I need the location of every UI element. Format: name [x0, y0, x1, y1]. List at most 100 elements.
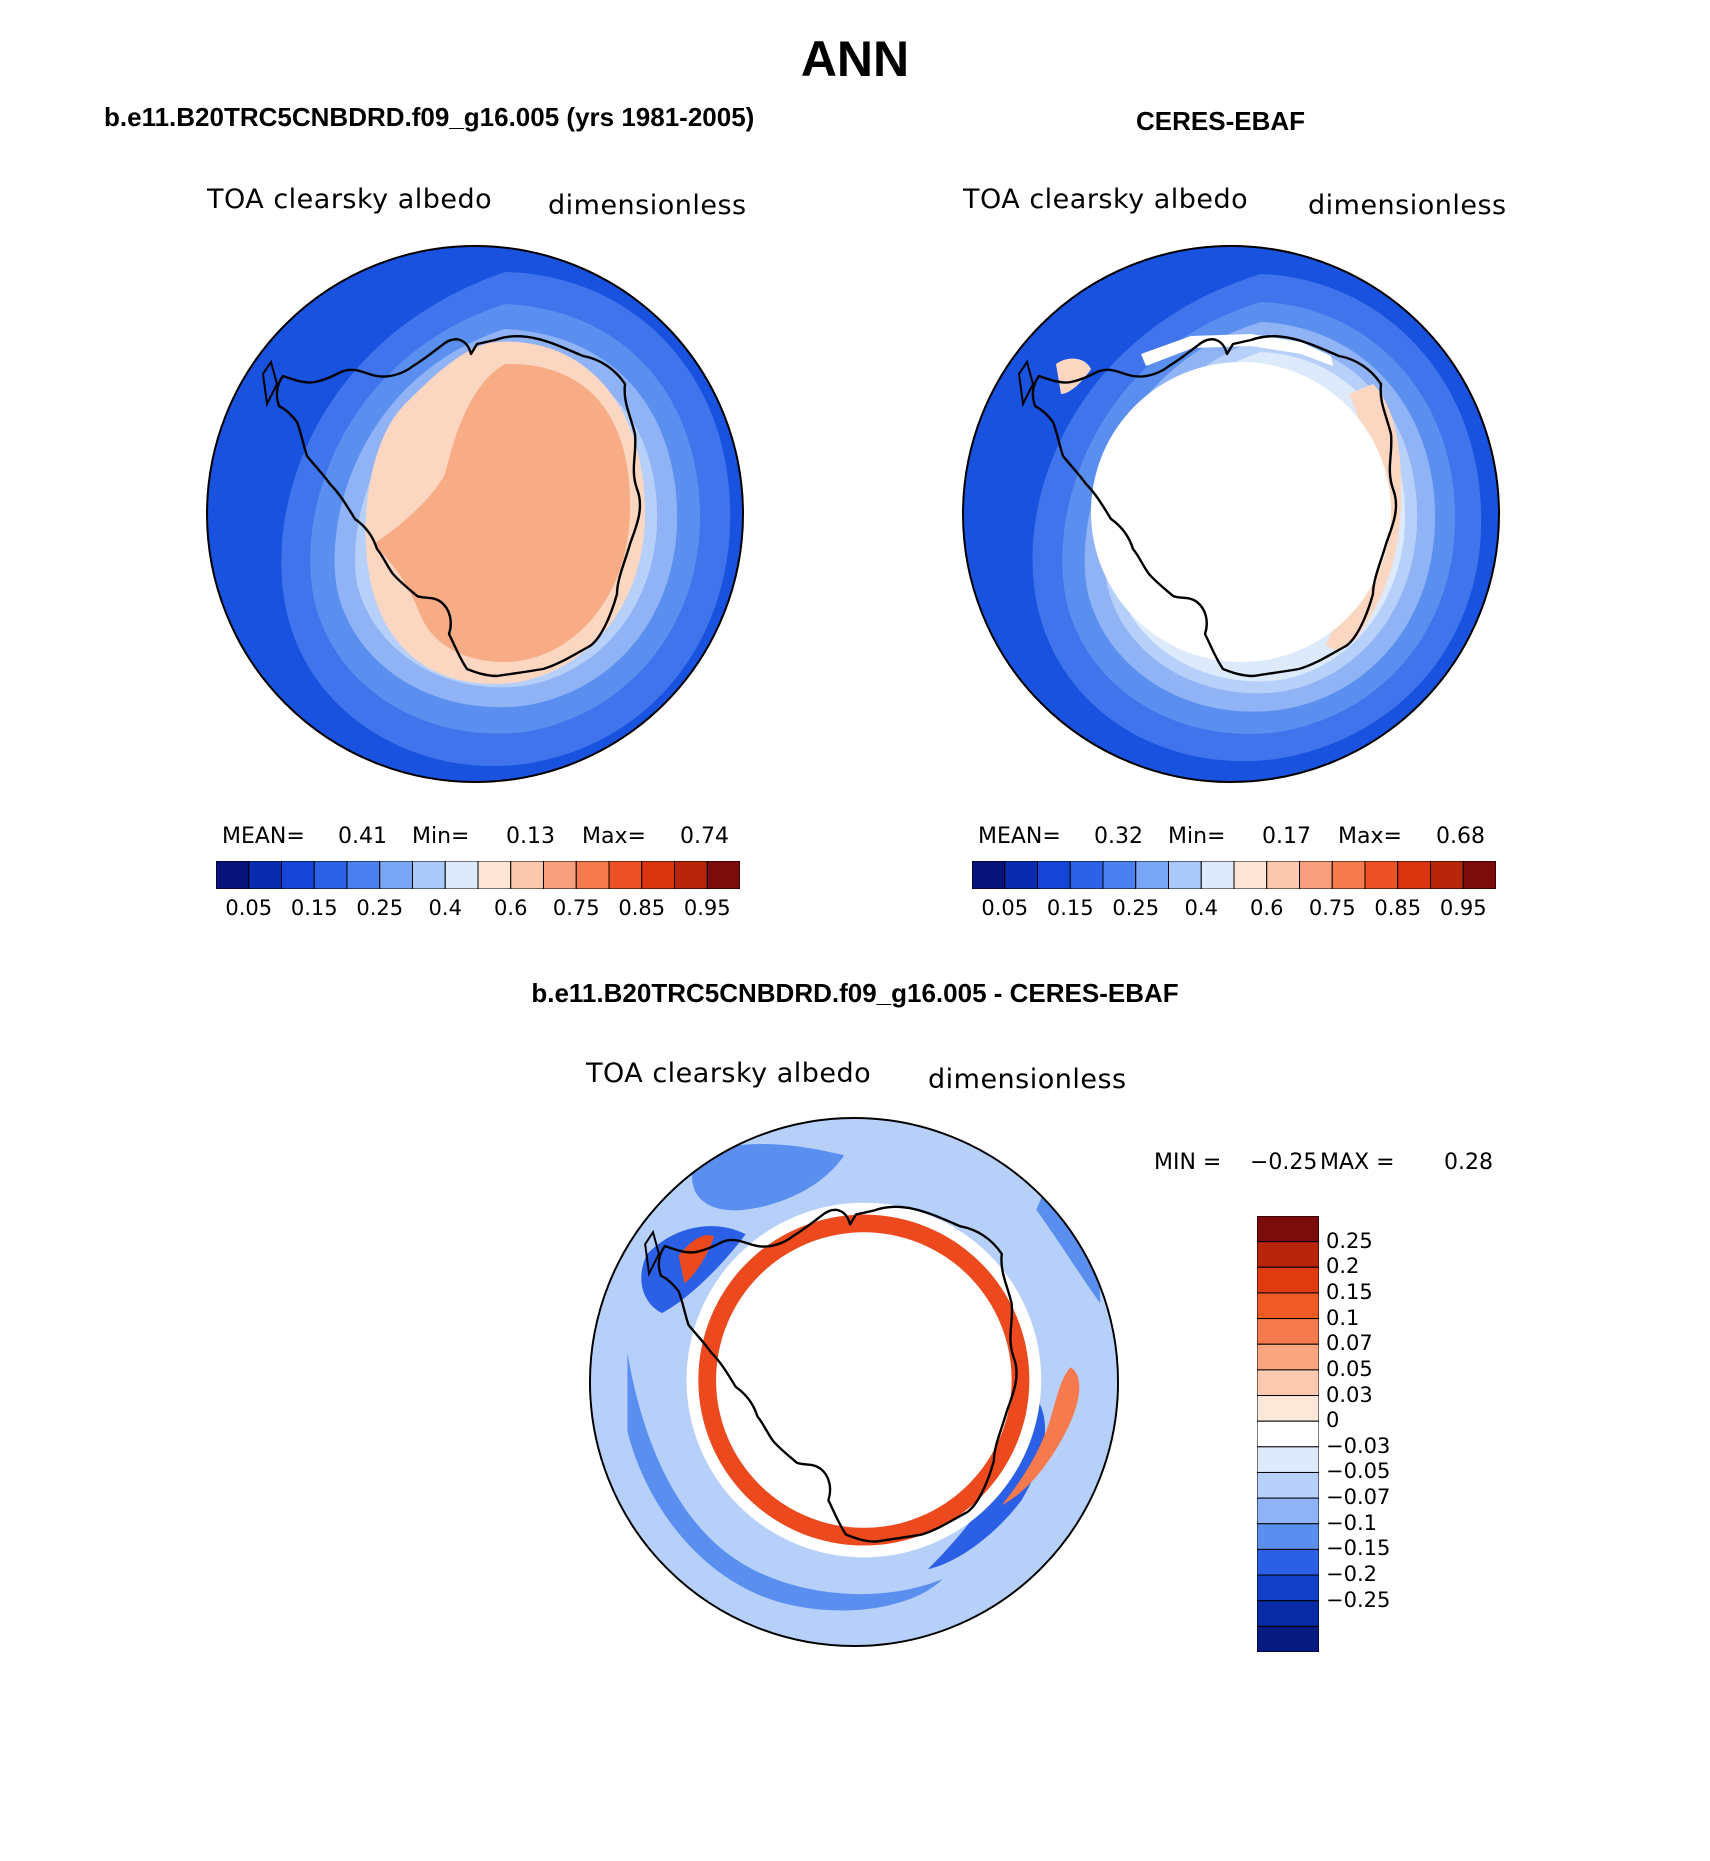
colorbar-obs-swatch	[1331, 861, 1366, 889]
colorbar-diff-tick-label: −0.25	[1326, 1587, 1391, 1612]
colorbar-model	[216, 861, 740, 889]
colorbar-model-swatch	[346, 861, 381, 889]
antarctica-coastline	[657, 1205, 1018, 1543]
colorbar-diff-swatch	[1257, 1318, 1319, 1345]
colorbar-model-tick-label: 0.25	[356, 896, 404, 920]
colorbar-diff-swatch	[1257, 1420, 1319, 1448]
colorbar-diff-swatch	[1257, 1369, 1319, 1397]
colorbar-diff-tick-label: 0.15	[1326, 1279, 1373, 1304]
colorbar-model-swatch	[510, 861, 544, 889]
antarctica-coastline	[1031, 335, 1398, 678]
ice-edge-band	[1326, 384, 1402, 650]
colorbar-diff-tick-label: 0.05	[1326, 1356, 1373, 1381]
colorbar-model-tick-label: 0.05	[225, 896, 273, 920]
colorbar-obs-swatch	[1135, 861, 1169, 889]
colorbar-model-tick-label: 0.95	[683, 896, 731, 920]
colorbar-diff-swatch	[1257, 1266, 1319, 1294]
units-label-diff: dimensionless	[928, 1064, 1127, 1095]
panel-title-obs: CERES-EBAF	[1136, 106, 1306, 136]
variable-label-model: TOA clearsky albedo	[207, 184, 493, 215]
colorbar-model-swatch	[641, 861, 675, 889]
colorbar-model-swatch	[608, 861, 643, 889]
colorbar-obs-tick-label: 0.6	[1250, 896, 1284, 920]
colorbar-model-tick-label: 0.15	[290, 896, 338, 920]
colorbar-obs-swatch	[972, 861, 1006, 889]
colorbar-obs-tick-label: 0.05	[981, 896, 1029, 920]
colorbar-model-swatch	[412, 861, 446, 889]
colorbar-diff-tick-label: 0.07	[1326, 1331, 1373, 1356]
contour-band	[692, 1144, 845, 1211]
min-label-model: Min=	[412, 824, 470, 849]
units-label-model: dimensionless	[548, 190, 747, 221]
page-title: ANN	[800, 31, 910, 87]
polar-map-obs	[962, 245, 1500, 783]
colorbar-model-swatch	[543, 861, 577, 889]
contour-band	[627, 1352, 943, 1611]
colorbar-diff-swatch	[1257, 1241, 1319, 1268]
colorbar-obs	[972, 861, 1496, 889]
colorbar-ticks-model: 0.05 0.15 0.25 0.4 0.6 0.75 0.85 0.95	[216, 896, 740, 922]
panel-title-model: b.e11.B20TRC5CNBDRD.f09_g16.005 (yrs 198…	[104, 102, 755, 132]
colorbar-ticks-diff: 0.25 0.2 0.15 0.1 0.07 0.05 0.03 0 −0.03 −0.05 −0.…	[1326, 1216, 1446, 1652]
colorbar-model-tick-label: 0.6	[494, 896, 528, 920]
map-border	[962, 245, 1500, 783]
colorbar-diff-swatch	[1257, 1625, 1319, 1652]
colorbar-obs-swatch	[1004, 861, 1038, 889]
colorbar-obs-swatch	[1168, 861, 1202, 889]
colorbar-obs-swatch	[1364, 861, 1399, 889]
polar-map-model	[206, 245, 744, 783]
colorbar-model-swatch	[706, 861, 740, 889]
colorbar-diff	[1257, 1216, 1319, 1652]
max-label-obs: Max=	[1338, 824, 1402, 849]
colorbar-ticks-obs: 0.05 0.15 0.25 0.4 0.6 0.75 0.85 0.95	[972, 896, 1496, 922]
contour-band	[1001, 1367, 1080, 1506]
colorbar-model-tick-label: 0.85	[618, 896, 666, 920]
colorbar-diff-tick-label: −0.2	[1326, 1562, 1377, 1587]
mean-label-model: MEAN=	[222, 824, 305, 849]
colorbar-diff-tick-label: 0.03	[1326, 1382, 1373, 1407]
colorbar-model-tick-label: 0.4	[428, 896, 462, 920]
colorbar-diff-tick-label: −0.05	[1326, 1459, 1391, 1484]
positive-anomaly	[678, 1235, 715, 1284]
colorbar-model-swatch	[313, 861, 348, 889]
colorbar-diff-swatch	[1257, 1292, 1319, 1320]
min-value-diff: −0.25	[1250, 1150, 1318, 1175]
colorbar-obs-swatch	[1462, 861, 1496, 889]
max-value-model: 0.74	[680, 824, 729, 849]
map-border	[588, 1116, 1120, 1648]
colorbar-obs-swatch	[1430, 861, 1464, 889]
variable-label-diff: TOA clearsky albedo	[586, 1058, 872, 1089]
colorbar-diff-tick-label: 0.1	[1326, 1305, 1360, 1330]
colorbar-model-swatch	[379, 861, 413, 889]
colorbar-obs-tick-label: 0.85	[1374, 896, 1422, 920]
colorbar-diff-swatch	[1257, 1471, 1319, 1499]
colorbar-diff-swatch	[1257, 1343, 1319, 1371]
colorbar-obs-tick-label: 0.25	[1112, 896, 1160, 920]
mean-value-model: 0.41	[338, 824, 387, 849]
colorbar-diff-tick-label: −0.07	[1326, 1485, 1391, 1510]
mean-value-obs: 0.32	[1094, 824, 1143, 849]
min-value-model: 0.13	[506, 824, 555, 849]
colorbar-model-tick-label: 0.75	[552, 896, 600, 920]
colorbar-diff-tick-label: 0	[1326, 1408, 1340, 1433]
map-border	[206, 245, 744, 783]
colorbar-model-swatch	[216, 861, 250, 889]
colorbar-diff-swatch	[1257, 1574, 1319, 1602]
colorbar-diff-tick-label: −0.15	[1326, 1536, 1391, 1561]
colorbar-diff-swatch	[1257, 1395, 1319, 1422]
min-label-obs: Min=	[1168, 824, 1226, 849]
min-value-obs: 0.17	[1262, 824, 1311, 849]
colorbar-obs-swatch	[1233, 861, 1268, 889]
colorbar-model-swatch	[444, 861, 479, 889]
colorbar-obs-swatch	[1266, 861, 1300, 889]
colorbar-diff-tick-label: 0.25	[1326, 1228, 1373, 1253]
variable-label-obs: TOA clearsky albedo	[963, 184, 1249, 215]
peninsula-tip	[261, 359, 279, 408]
colorbar-obs-swatch	[1037, 861, 1071, 889]
no-data-region	[1141, 334, 1333, 366]
land-region	[373, 363, 631, 663]
colorbar-diff-swatch	[1257, 1497, 1319, 1525]
colorbar-model-swatch	[281, 861, 315, 889]
colorbar-obs-swatch	[1102, 861, 1137, 889]
no-data-region	[1091, 362, 1391, 662]
